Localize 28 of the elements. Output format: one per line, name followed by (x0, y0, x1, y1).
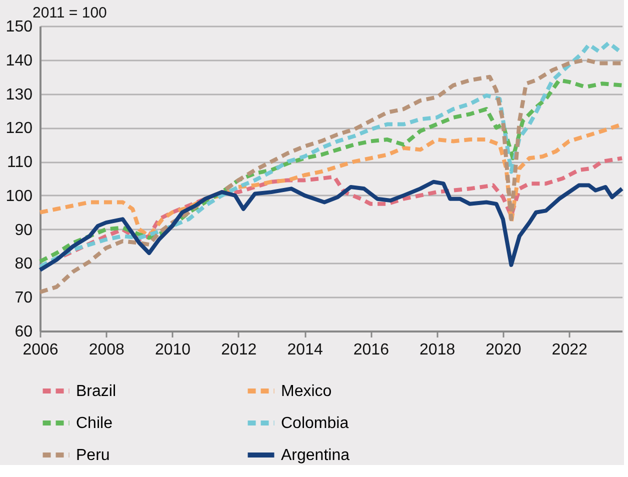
x-tick-label: 2018 (420, 342, 456, 358)
y-tick-label: 120 (6, 120, 33, 138)
x-tick-label: 2006 (22, 342, 58, 358)
y-tick-label: 90 (14, 222, 33, 239)
x-tick-label: 2008 (88, 342, 125, 358)
y-tick-label: 100 (6, 188, 33, 205)
x-tick-label: 2014 (287, 342, 323, 358)
y-tick-label: 110 (6, 154, 33, 172)
y-tick-label: 80 (14, 256, 33, 273)
y-tick-label: 140 (6, 52, 33, 70)
x-tick-label: 2022 (552, 342, 588, 358)
y-tick-label: 150 (6, 18, 33, 36)
legend-label: Mexico (281, 383, 332, 400)
y-tick-label: 60 (14, 324, 33, 340)
y-axis-title: 2011 = 100 (32, 4, 107, 22)
legend-label: Colombia (281, 415, 349, 432)
x-tick-label: 2020 (486, 342, 522, 358)
line-series (38, 180, 624, 272)
legend-label: Peru (76, 447, 110, 464)
x-tick-label: 2012 (221, 342, 257, 358)
legend-label: Argentina (281, 447, 350, 464)
x-tick-label: 2010 (154, 342, 191, 358)
legend-label: Brazil (76, 383, 116, 400)
y-tick-label: 70 (14, 290, 33, 307)
legend-label: Chile (76, 415, 113, 432)
y-tick-label: 130 (6, 86, 33, 104)
x-tick-label: 2016 (353, 342, 390, 358)
line-series (38, 78, 624, 264)
